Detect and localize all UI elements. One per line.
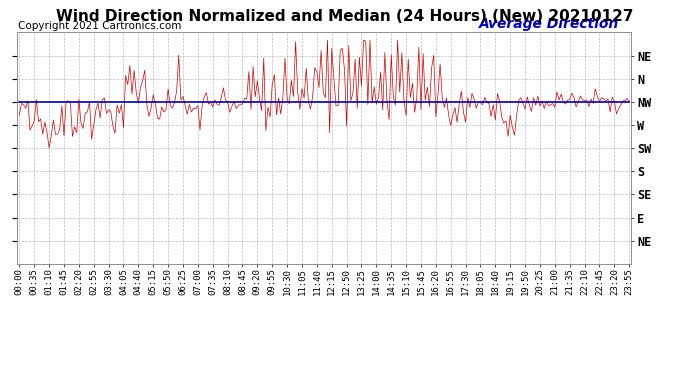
Text: Copyright 2021 Cartronics.com: Copyright 2021 Cartronics.com xyxy=(19,21,182,32)
Text: Average Direction: Average Direction xyxy=(479,17,619,32)
Text: Wind Direction Normalized and Median (24 Hours) (New) 20210127: Wind Direction Normalized and Median (24… xyxy=(57,9,633,24)
